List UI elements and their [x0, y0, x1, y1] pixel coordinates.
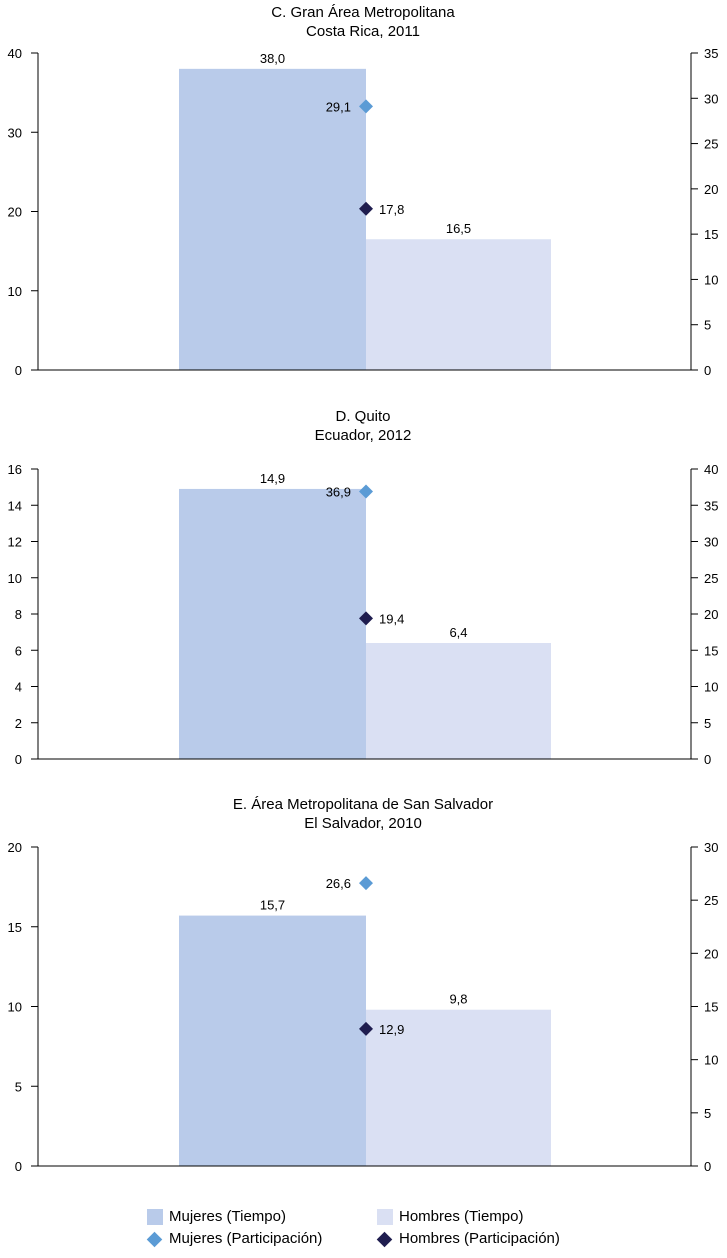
y-tick-label-right: 30 — [704, 840, 718, 855]
legend-diamond-hombres-participacion-icon — [376, 1231, 393, 1247]
y-tick-label-right: 35 — [704, 498, 718, 513]
marker-data-label: 17,8 — [379, 202, 404, 217]
chart-panel-2: E. Área Metropolitana de San Salvador El … — [8, 796, 719, 1174]
legend-diamond-mujeres-participacion-icon — [146, 1231, 163, 1247]
y-tick-label-right: 0 — [704, 363, 711, 378]
marker-data-label: 19,4 — [379, 611, 404, 626]
y-tick-label-left: 0 — [15, 752, 22, 767]
y-tick-label-right: 25 — [704, 893, 718, 908]
marker-diamond — [359, 484, 373, 499]
chart-title: E. Área Metropolitana de San Salvador — [233, 796, 493, 813]
chart-subtitle: Ecuador, 2012 — [315, 427, 412, 444]
y-tick-label-left: 0 — [15, 363, 22, 378]
legend-item-mujeres-tiempo: Mujeres (Tiempo) — [147, 1208, 286, 1226]
y-tick-label-left: 2 — [15, 716, 22, 731]
legend-item-hombres-tiempo: Hombres (Tiempo) — [377, 1208, 523, 1226]
y-tick-label-left: 12 — [8, 535, 22, 550]
y-tick-label-right: 30 — [704, 91, 718, 106]
y-tick-label-right: 0 — [704, 752, 711, 767]
bar-data-label: 38,0 — [260, 51, 285, 66]
y-tick-label-left: 6 — [15, 643, 22, 658]
y-tick-label-left: 10 — [8, 284, 22, 299]
legend-label-mujeres-tiempo: Mujeres (Tiempo) — [169, 1208, 286, 1225]
legend-swatch-hombres-tiempo — [377, 1209, 393, 1225]
legend-label-mujeres-participacion: Mujeres (Participación) — [169, 1230, 323, 1247]
y-tick-label-left: 20 — [8, 205, 22, 220]
y-tick-label-right: 0 — [704, 1159, 711, 1174]
y-tick-label-right: 15 — [704, 643, 718, 658]
y-tick-label-right: 25 — [704, 571, 718, 586]
bar-data-label: 9,8 — [449, 992, 467, 1007]
chart-title: C. Gran Área Metropolitana — [271, 4, 455, 21]
bar — [366, 643, 551, 759]
y-tick-label-left: 15 — [8, 920, 22, 935]
chart-subtitle: El Salvador, 2010 — [304, 815, 422, 832]
y-tick-label-left: 20 — [8, 840, 22, 855]
chart-panel-1: D. Quito Ecuador, 2012 14,9 6,4 0 2 4 6 8 10 12 14 1… — [8, 408, 719, 767]
bar-data-label: 14,9 — [260, 471, 285, 486]
chart-title: D. Quito — [335, 408, 390, 425]
y-tick-label-right: 20 — [704, 946, 718, 961]
legend-label-hombres-tiempo: Hombres (Tiempo) — [399, 1208, 524, 1225]
marker-data-label: 12,9 — [379, 1022, 404, 1037]
chart-subtitle: Costa Rica, 2011 — [306, 23, 420, 40]
bar — [366, 239, 551, 370]
legend-item-mujeres-participacion: Mujeres (Participación) — [146, 1230, 323, 1248]
marker-diamond — [359, 1021, 373, 1036]
bar-data-label: 16,5 — [446, 221, 471, 236]
y-tick-label-left: 5 — [15, 1079, 22, 1094]
y-tick-label-left: 10 — [8, 1000, 22, 1015]
bar-data-label: 6,4 — [449, 625, 467, 640]
marker-data-label: 26,6 — [326, 876, 351, 891]
y-tick-label-right: 20 — [704, 607, 718, 622]
y-tick-label-left: 16 — [8, 462, 22, 477]
y-tick-label-right: 30 — [704, 535, 718, 550]
y-tick-label-right: 5 — [704, 716, 711, 731]
marker-data-label: 36,9 — [326, 484, 351, 499]
legend-swatch-mujeres-tiempo — [147, 1209, 163, 1225]
y-tick-label-right: 15 — [704, 1000, 718, 1015]
marker-data-label: 29,1 — [326, 99, 351, 114]
marker-diamond — [359, 201, 373, 216]
marker-diamond — [359, 611, 373, 626]
y-tick-label-right: 5 — [704, 318, 711, 333]
y-tick-label-right: 25 — [704, 137, 718, 152]
y-tick-label-right: 10 — [704, 272, 718, 287]
bar — [179, 68, 366, 370]
y-tick-label-left: 10 — [8, 571, 22, 586]
y-tick-label-left: 8 — [15, 607, 22, 622]
y-tick-label-left: 14 — [8, 498, 22, 513]
y-tick-label-left: 0 — [15, 1159, 22, 1174]
y-tick-label-right: 35 — [704, 46, 718, 61]
y-tick-label-right: 5 — [704, 1106, 711, 1121]
legend-label-hombres-participacion: Hombres (Participación) — [399, 1230, 560, 1247]
bar — [366, 1009, 551, 1166]
y-tick-label-left: 4 — [15, 680, 22, 695]
y-tick-label-left: 40 — [8, 46, 22, 61]
y-tick-label-right: 10 — [704, 680, 718, 695]
y-tick-label-left: 30 — [8, 125, 22, 140]
y-tick-label-right: 20 — [704, 182, 718, 197]
bar-data-label: 15,7 — [260, 898, 285, 913]
bar — [179, 915, 366, 1166]
y-tick-label-right: 10 — [704, 1053, 718, 1068]
legend: Mujeres (Tiempo) Hombres (Tiempo) Mujere… — [0, 1208, 727, 1258]
chart-panel-0: C. Gran Área Metropolitana Costa Rica, 20… — [8, 4, 719, 378]
marker-diamond — [359, 99, 373, 114]
y-tick-label-right: 40 — [704, 462, 718, 477]
marker-diamond — [359, 876, 373, 891]
y-tick-label-right: 15 — [704, 227, 718, 242]
bar — [179, 488, 366, 759]
legend-item-hombres-participacion: Hombres (Participación) — [376, 1230, 560, 1248]
